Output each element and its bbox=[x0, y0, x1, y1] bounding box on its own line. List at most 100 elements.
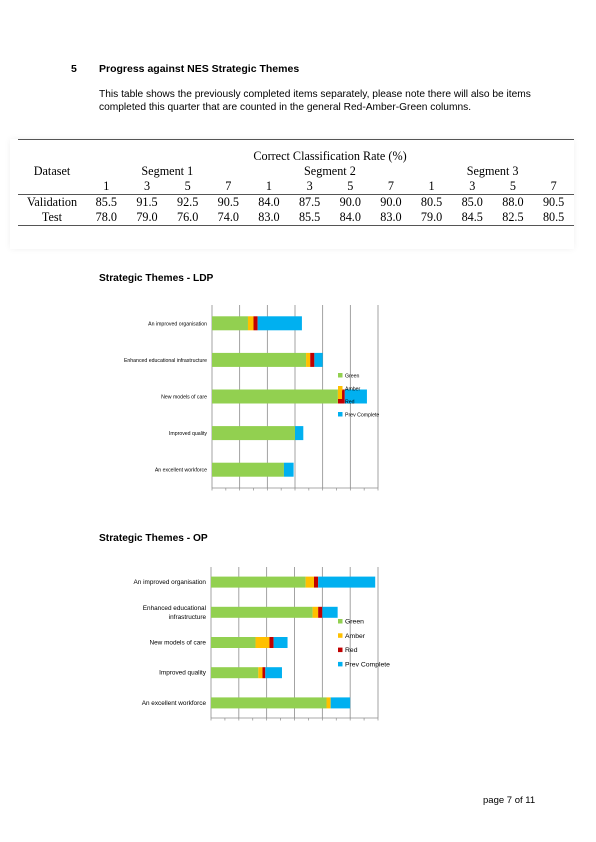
legend-swatch bbox=[338, 373, 343, 378]
subheader: 5 bbox=[329, 179, 371, 195]
chart-ldp: An improved organisation Enhanced educati… bbox=[124, 305, 379, 491]
table-cell: 84.5 bbox=[451, 210, 493, 226]
row-label: Validation bbox=[26, 195, 78, 209]
bar-red bbox=[253, 316, 258, 331]
table-cell: 83.0 bbox=[370, 210, 412, 226]
category-label: New models of care bbox=[161, 395, 207, 401]
table-cell: 85.0 bbox=[461, 195, 483, 209]
table-super-header-row: Correct Classification Rate (%) bbox=[18, 139, 574, 164]
table-row: Test 78.0 79.0 76.0 74.0 83.0 85.5 84.0 … bbox=[18, 210, 574, 226]
classification-rate-table: Correct Classification Rate (%) Dataset … bbox=[18, 139, 574, 226]
subheader: 1 bbox=[248, 179, 290, 195]
table-segment-row: Dataset Segment 1 Segment 2 Segment 3 bbox=[18, 164, 574, 179]
table-cell: 90.0 bbox=[339, 195, 361, 209]
segment-header: Segment 2 bbox=[304, 164, 356, 178]
section-title: Progress against NES Strategic Themes bbox=[99, 63, 300, 75]
legend-swatch bbox=[338, 399, 343, 404]
subheader: 7 bbox=[533, 179, 574, 195]
legend-label: Red bbox=[345, 400, 355, 406]
table-cell: 82.5 bbox=[492, 210, 534, 226]
bar-green bbox=[212, 462, 284, 477]
category-label: Enhanced educational infrastructure bbox=[124, 358, 207, 364]
category-label: An improved organisation bbox=[148, 321, 207, 327]
bar-red bbox=[269, 637, 274, 648]
dataset-header: Dataset bbox=[33, 164, 71, 178]
table-cell: 87.5 bbox=[298, 195, 321, 209]
bar-green bbox=[212, 352, 307, 367]
legend-label: Green bbox=[345, 619, 364, 626]
legend-label: Prev Complete bbox=[345, 413, 379, 419]
bar-amber bbox=[326, 697, 331, 709]
bar-amber bbox=[306, 352, 311, 367]
bar-prev-complete bbox=[257, 316, 302, 331]
bar-green bbox=[212, 316, 248, 331]
table-cell: 85.5 bbox=[95, 195, 117, 209]
legend-label: Red bbox=[345, 647, 358, 654]
bar-green bbox=[211, 667, 259, 679]
category-label: Improved quality bbox=[159, 670, 207, 677]
table-cell: 83.0 bbox=[248, 210, 290, 226]
table-cell: 90.0 bbox=[380, 195, 402, 209]
subheader: 7 bbox=[370, 179, 412, 195]
bar-prev-complete bbox=[322, 606, 338, 618]
legend-swatch bbox=[338, 386, 343, 391]
bar-amber bbox=[258, 667, 263, 679]
bar-amber bbox=[337, 389, 343, 404]
bar-prev-complete bbox=[330, 697, 351, 709]
table-cell: 84.0 bbox=[329, 210, 371, 226]
category-label: An excellent workforce bbox=[155, 468, 207, 474]
page-number: page 7 of 11 bbox=[483, 795, 536, 806]
chart-title-ldp: Strategic Themes - LDP bbox=[99, 273, 214, 284]
bar-green bbox=[211, 606, 313, 618]
chart-op: An improved organisation Enhanced educati… bbox=[134, 567, 390, 721]
bar-amber bbox=[255, 637, 270, 648]
bar-red bbox=[310, 352, 315, 367]
legend-swatch bbox=[338, 647, 343, 653]
classification-table-image: Correct Classification Rate (%) Dataset … bbox=[10, 139, 574, 249]
bar-green bbox=[212, 426, 295, 441]
subheader: 1 bbox=[411, 179, 452, 195]
super-header: Correct Classification Rate (%) bbox=[86, 139, 574, 164]
bar-prev-complete bbox=[314, 352, 323, 367]
segment-header: Segment 1 bbox=[141, 164, 194, 178]
table-subheader-row: 1 3 5 7 1 3 5 7 1 3 5 7 bbox=[18, 179, 574, 195]
bar-prev-complete bbox=[295, 426, 304, 441]
subheader: 5 bbox=[492, 179, 534, 195]
subheader: 3 bbox=[289, 179, 330, 195]
table-cell: 78.0 bbox=[86, 210, 127, 226]
section-number: 5 bbox=[71, 63, 77, 75]
table-cell: 80.5 bbox=[420, 195, 443, 209]
table-cell: 84.0 bbox=[258, 195, 280, 209]
legend-swatch bbox=[338, 619, 343, 624]
bar-prev-complete bbox=[273, 637, 288, 648]
table-cell: 80.5 bbox=[533, 210, 574, 226]
table-cell: 91.5 bbox=[136, 195, 158, 209]
category-label: Improved quality bbox=[169, 431, 207, 437]
table-cell: 79.0 bbox=[126, 210, 168, 226]
category-label: Enhanced educational infrastructure bbox=[143, 605, 207, 621]
section-intro: This table shows the previously complete… bbox=[99, 89, 531, 113]
category-label: New models of care bbox=[150, 640, 207, 647]
table-cell: 92.5 bbox=[176, 195, 199, 209]
bar-green bbox=[211, 697, 327, 709]
bar-amber bbox=[312, 606, 319, 618]
subheader: 3 bbox=[451, 179, 493, 195]
table-cell: 90.5 bbox=[542, 195, 565, 209]
table-cell: 76.0 bbox=[167, 210, 208, 226]
subheader: 3 bbox=[126, 179, 168, 195]
bar-green bbox=[211, 637, 256, 648]
bar-prev-complete bbox=[318, 576, 376, 588]
legend-label: Amber bbox=[345, 633, 366, 640]
legend-swatch bbox=[338, 633, 343, 638]
table-cell: 85.5 bbox=[289, 210, 330, 226]
subheader: 5 bbox=[167, 179, 208, 195]
legend-label: Amber bbox=[345, 387, 361, 393]
legend-label: Prev Complete bbox=[345, 661, 390, 668]
row-label: Test bbox=[18, 210, 86, 226]
bar-amber bbox=[247, 316, 254, 331]
legend-swatch bbox=[338, 412, 343, 417]
category-label: An improved organisation bbox=[134, 579, 207, 586]
bar-prev-complete bbox=[344, 389, 367, 404]
bar-green bbox=[211, 576, 306, 588]
subheader: 7 bbox=[207, 179, 249, 195]
